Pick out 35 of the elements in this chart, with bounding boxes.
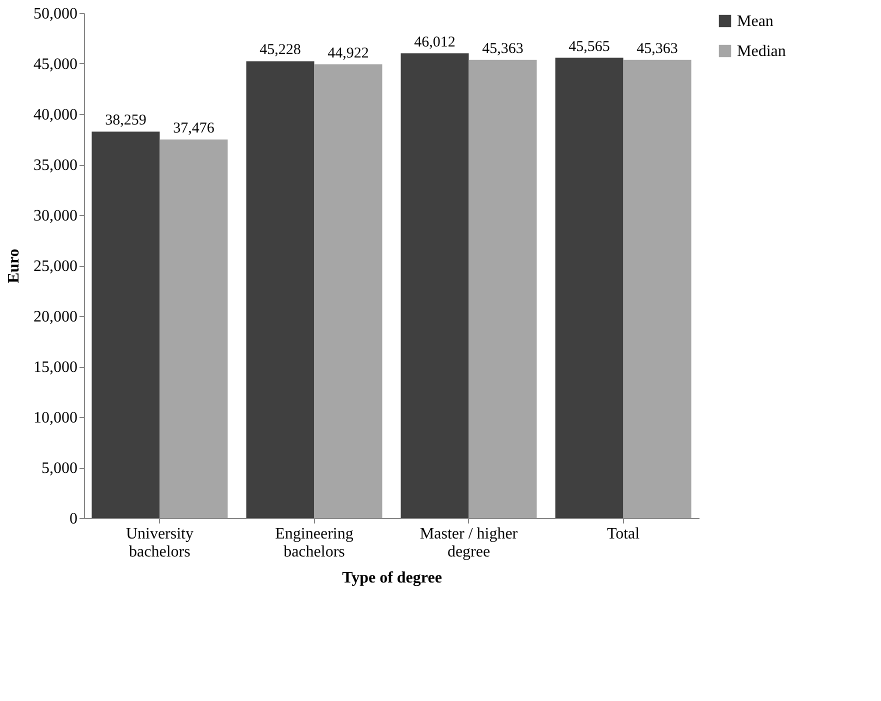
legend-label: Median xyxy=(737,43,786,60)
y-tick-label: 40,000 xyxy=(34,106,78,124)
y-tick-label: 45,000 xyxy=(34,56,78,73)
x-tick-label: Master / higher degree xyxy=(420,526,518,560)
bar xyxy=(555,58,624,518)
y-tick-label: 0 xyxy=(70,510,78,528)
legend-label: Mean xyxy=(737,13,774,30)
y-tick-label: 10,000 xyxy=(34,410,78,426)
y-tick-label: 5,000 xyxy=(42,460,78,477)
bar xyxy=(468,60,537,518)
x-tick-label: University bachelors xyxy=(126,526,194,560)
y-tick-label: 35,000 xyxy=(34,157,78,174)
data-label: 46,012 xyxy=(414,34,456,50)
y-tick-label: 15,000 xyxy=(34,359,78,376)
y-axis-title: Euro xyxy=(6,248,22,284)
x-axis-title: Type of degree xyxy=(342,570,442,586)
data-label: 37,476 xyxy=(173,120,215,136)
data-label: 44,922 xyxy=(328,45,369,62)
x-tick-label: Total xyxy=(606,526,640,542)
bar xyxy=(160,139,228,518)
bar xyxy=(92,132,160,518)
data-label: 45,228 xyxy=(260,42,301,58)
data-label: 45,363 xyxy=(482,40,524,57)
bar xyxy=(246,61,314,518)
y-tick-label: 25,000 xyxy=(34,258,78,275)
y-tick-label: 30,000 xyxy=(34,208,78,224)
data-label: 45,565 xyxy=(568,38,610,55)
y-tick-label: 20,000 xyxy=(34,308,78,326)
bar xyxy=(314,64,382,518)
bar xyxy=(623,60,692,518)
bar xyxy=(400,53,469,518)
data-label: 38,259 xyxy=(105,112,146,129)
data-label: 45,363 xyxy=(636,40,678,57)
x-tick-label: Engineering bachelors xyxy=(275,526,354,560)
y-tick-label: 50,000 xyxy=(34,6,78,22)
